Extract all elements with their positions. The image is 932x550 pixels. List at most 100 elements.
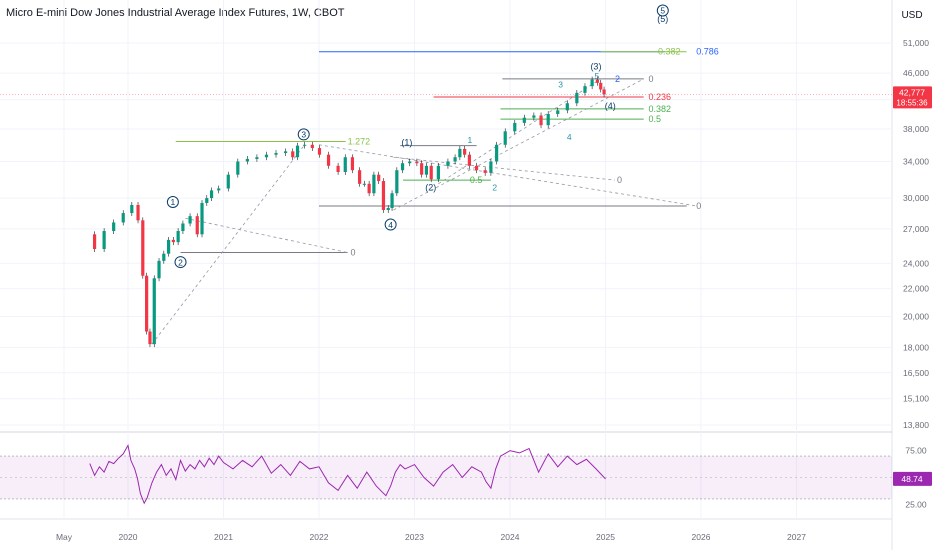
price-tick-label: 16,500 [903, 368, 929, 378]
wave-label-major: 1 [171, 197, 176, 207]
candle-body [565, 103, 569, 111]
candle-body [420, 163, 424, 175]
price-tick-label: 13,800 [903, 420, 929, 430]
wave-label-intermediate: (3) [590, 61, 601, 71]
wave-label-circle [384, 218, 397, 231]
trend-dash-6[interactable] [438, 78, 601, 185]
candle-body [467, 154, 472, 166]
candle-body [205, 198, 209, 203]
candle-body [145, 275, 149, 332]
time-tick-label: 2024 [501, 532, 520, 542]
candle-body [489, 161, 493, 173]
fib-level-label: 1.272 [348, 137, 371, 147]
candle-body [200, 202, 204, 235]
price-axis-panel[interactable] [892, 0, 932, 550]
wave-label-intermediate: (5) [657, 14, 668, 24]
candle-body [152, 278, 156, 345]
wave-label-circle [656, 4, 669, 17]
time-tick-label: 2020 [119, 532, 138, 542]
time-tick-label: 2023 [405, 532, 424, 542]
candle-body [217, 188, 221, 191]
wave-label-intermediate: (2) [425, 182, 436, 192]
time-tick-label: 2022 [310, 532, 329, 542]
time-tick-label: 2027 [787, 532, 806, 542]
fib-level-label: 0 [617, 175, 622, 185]
candle-body [255, 157, 259, 159]
fib-level-label: 0 [351, 248, 356, 258]
candle-body [310, 144, 314, 149]
candle-body [362, 183, 366, 185]
candle-body [602, 89, 606, 95]
wave-label-intermediate: (1) [401, 138, 412, 148]
price-tick-label: 38,000 [903, 124, 929, 134]
price-tick-label: 27,000 [903, 224, 929, 234]
candle-body [92, 234, 97, 250]
candle-body [372, 174, 376, 194]
candle-body [495, 144, 499, 162]
candle-body [367, 183, 371, 194]
candle-body [522, 117, 526, 123]
candle-body [386, 207, 390, 210]
price-tick-label: 20,000 [903, 312, 929, 322]
candle-body [453, 157, 457, 162]
wave-label-major: 5 [660, 6, 665, 16]
rsi-line[interactable] [89, 443, 606, 505]
last-price-value: 42,777 [899, 87, 925, 97]
candle-body [424, 165, 429, 175]
rsi-value-tag[interactable] [893, 471, 932, 486]
candle-body [556, 110, 560, 114]
candle-body [415, 161, 419, 164]
wave-label-minor: 1 [468, 135, 473, 145]
fib-level-label: 2 [615, 74, 620, 84]
fib-level-label: 0 [696, 201, 701, 211]
wave-label-circle [174, 256, 187, 269]
candle-body [148, 331, 152, 345]
wave-label-major: 3 [301, 130, 306, 140]
candle-body [176, 231, 180, 243]
trend-dash-5[interactable] [393, 156, 616, 181]
candle-body [264, 154, 269, 158]
candle-body [583, 86, 587, 93]
candle-body [209, 190, 214, 199]
candle-body [166, 239, 171, 254]
candle-body [599, 82, 603, 90]
rsi-tick-label: 75.00 [905, 446, 927, 456]
wave-label-minor: 5 [595, 71, 600, 81]
currency-label[interactable]: USD [901, 10, 922, 21]
fib-level-label: 0.382 [648, 104, 671, 114]
trend-dash-4[interactable] [393, 78, 644, 211]
last-price-countdown: 18:55:36 [896, 98, 928, 107]
candle-body [195, 216, 199, 235]
candle-body [483, 170, 487, 173]
price-tick-label: 22,000 [903, 284, 929, 294]
rsi-value-label: 48.74 [901, 474, 923, 484]
last-price-tag[interactable] [893, 86, 932, 109]
candle-body [503, 131, 507, 145]
price-tick-label: 46,000 [903, 68, 929, 78]
candle-body [474, 165, 479, 171]
wave-label-minor: 2 [492, 182, 497, 192]
time-tick-label: May [56, 532, 73, 542]
candle-body [546, 113, 550, 126]
price-tick-label: 34,000 [903, 156, 929, 166]
candle-body [121, 213, 125, 223]
trend-dash-3[interactable] [318, 144, 697, 207]
candle-body [429, 165, 433, 180]
candle-body [157, 260, 161, 279]
time-tick-label: 2025 [596, 532, 615, 542]
price-tick-label: 30,000 [903, 193, 929, 203]
candle-body [130, 204, 134, 214]
candle-body [408, 161, 412, 164]
candle-body [226, 174, 230, 189]
candle-body [539, 115, 543, 126]
wave-label-circle [297, 128, 310, 141]
candle-body [336, 165, 340, 172]
candle-body [236, 161, 240, 175]
candle-body [377, 174, 381, 182]
trend-dash-2[interactable] [185, 217, 348, 253]
candle-body [112, 222, 116, 232]
fib-level-label: 0.5 [470, 175, 483, 185]
candle-body [458, 148, 462, 158]
candle-body [446, 161, 450, 166]
